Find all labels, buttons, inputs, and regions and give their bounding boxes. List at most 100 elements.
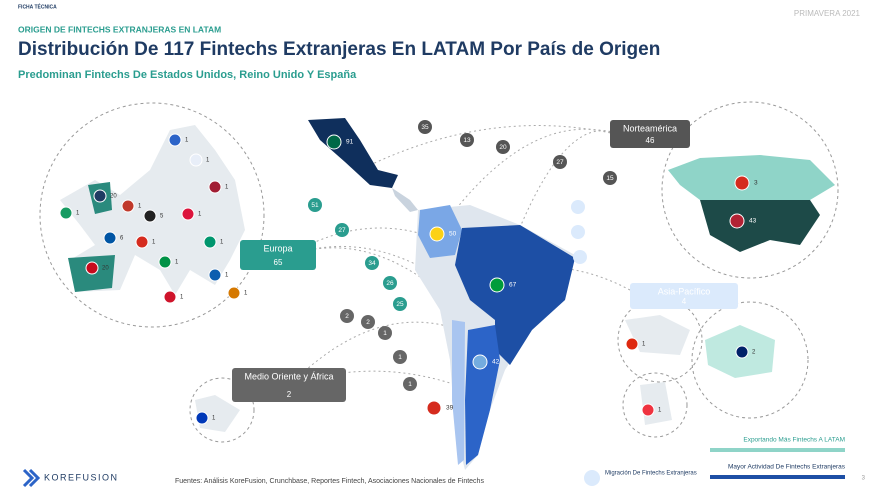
region-name: Medio Oriente y África	[244, 371, 333, 381]
route-badge	[603, 171, 617, 185]
country-flag	[163, 290, 177, 304]
country-flag	[735, 345, 749, 359]
route-value: 2	[366, 319, 370, 326]
region-box	[630, 283, 738, 309]
country-value: 1	[152, 240, 156, 246]
route-badge	[361, 315, 375, 329]
region-name: Norteamérica	[623, 123, 677, 133]
country-flag	[85, 261, 99, 275]
route-value: 1	[398, 354, 402, 361]
route	[359, 125, 621, 171]
route-value: 34	[368, 260, 376, 267]
country-value: 20	[102, 266, 109, 272]
route	[289, 247, 471, 321]
tag: FICHA TÉCNICA	[18, 2, 57, 10]
route-value: 1	[383, 330, 387, 337]
country-value: 5	[160, 214, 164, 220]
subtitle: Predominan Fintechs De Estados Unidos, R…	[18, 69, 357, 81]
route-value: 25	[396, 301, 404, 308]
country-flag	[168, 133, 182, 147]
title: Distribución De 117 Fintechs Extranjeras…	[18, 39, 660, 60]
region-circle	[617, 297, 703, 383]
country-value: 1	[180, 295, 184, 301]
legend-gradient	[710, 448, 845, 452]
country-value: 1	[185, 138, 189, 144]
route-value: 2	[345, 313, 349, 320]
country-value: 1	[225, 185, 229, 191]
logo-icon	[22, 468, 41, 488]
country-flag	[326, 134, 342, 150]
route-marker	[571, 200, 585, 214]
country-value: 39	[446, 405, 454, 412]
region-value: 4	[682, 297, 687, 306]
country-flag	[103, 231, 117, 245]
route	[289, 370, 471, 391]
route-value: 20	[499, 144, 507, 151]
route-marker	[571, 225, 585, 239]
route-badge	[378, 326, 392, 340]
region-circle	[39, 102, 265, 328]
route-badge	[418, 120, 432, 134]
route-badge	[308, 198, 322, 212]
country-value: 1	[225, 273, 229, 279]
country-value: 43	[749, 218, 757, 225]
country-value: 50	[449, 231, 457, 238]
region-box	[232, 368, 346, 402]
route-value: 51	[311, 202, 319, 209]
country-value: 1	[220, 240, 224, 246]
country-flag	[203, 235, 217, 249]
region-circle	[661, 101, 839, 279]
asia-shape	[625, 315, 690, 355]
country-value: 20	[110, 194, 117, 200]
route-badge	[383, 276, 397, 290]
country-flag	[625, 337, 639, 351]
country-value: 2	[752, 350, 756, 356]
route-badge	[403, 377, 417, 391]
region-name: Europa	[263, 243, 292, 253]
canada-shape	[668, 155, 835, 200]
country-value: 1	[175, 260, 179, 266]
region-circle	[622, 372, 688, 438]
region-box	[610, 120, 690, 148]
region-value: 46	[646, 136, 655, 145]
country-flag	[426, 400, 442, 416]
kicker: ORIGEN DE FINTECHS EXTRANJERAS EN LATAM	[18, 24, 221, 34]
legend-label: Exportando Más Fintechs A LATAM	[743, 437, 845, 444]
region-circle	[189, 377, 255, 443]
country-flag	[135, 235, 149, 249]
legend-label: Migración De Fintechs Extranjeras	[605, 471, 697, 477]
central-america-shape	[392, 188, 418, 212]
country-value: 1	[198, 212, 202, 218]
region-value: 65	[274, 258, 283, 267]
country-value: 1	[206, 158, 210, 164]
country-flag	[143, 209, 157, 223]
route-badge	[553, 155, 567, 169]
route	[499, 130, 621, 281]
country-value: 1	[212, 416, 216, 422]
country-flag	[181, 207, 195, 221]
country-flag	[158, 255, 172, 269]
country-value: 1	[658, 408, 662, 414]
country-value: 67	[509, 282, 517, 289]
country-flag	[472, 354, 488, 370]
sea-shape	[640, 382, 672, 425]
country-flag	[641, 403, 655, 417]
logo: KOREFUSION	[44, 472, 119, 482]
country-flag	[208, 268, 222, 282]
route-badge	[393, 350, 407, 364]
route-badge	[340, 309, 354, 323]
route-value: 27	[338, 227, 346, 234]
country-value: 1	[244, 291, 248, 297]
country-flag	[729, 213, 745, 229]
country-flag	[195, 411, 209, 425]
region-value: 2	[287, 390, 292, 399]
country-value: 1	[138, 204, 142, 210]
country-flag	[189, 153, 203, 167]
route-value: 27	[556, 159, 564, 166]
route-value: 35	[421, 124, 429, 131]
route-value: 15	[606, 175, 614, 182]
country-flag	[93, 189, 107, 203]
country-flag	[489, 277, 505, 293]
